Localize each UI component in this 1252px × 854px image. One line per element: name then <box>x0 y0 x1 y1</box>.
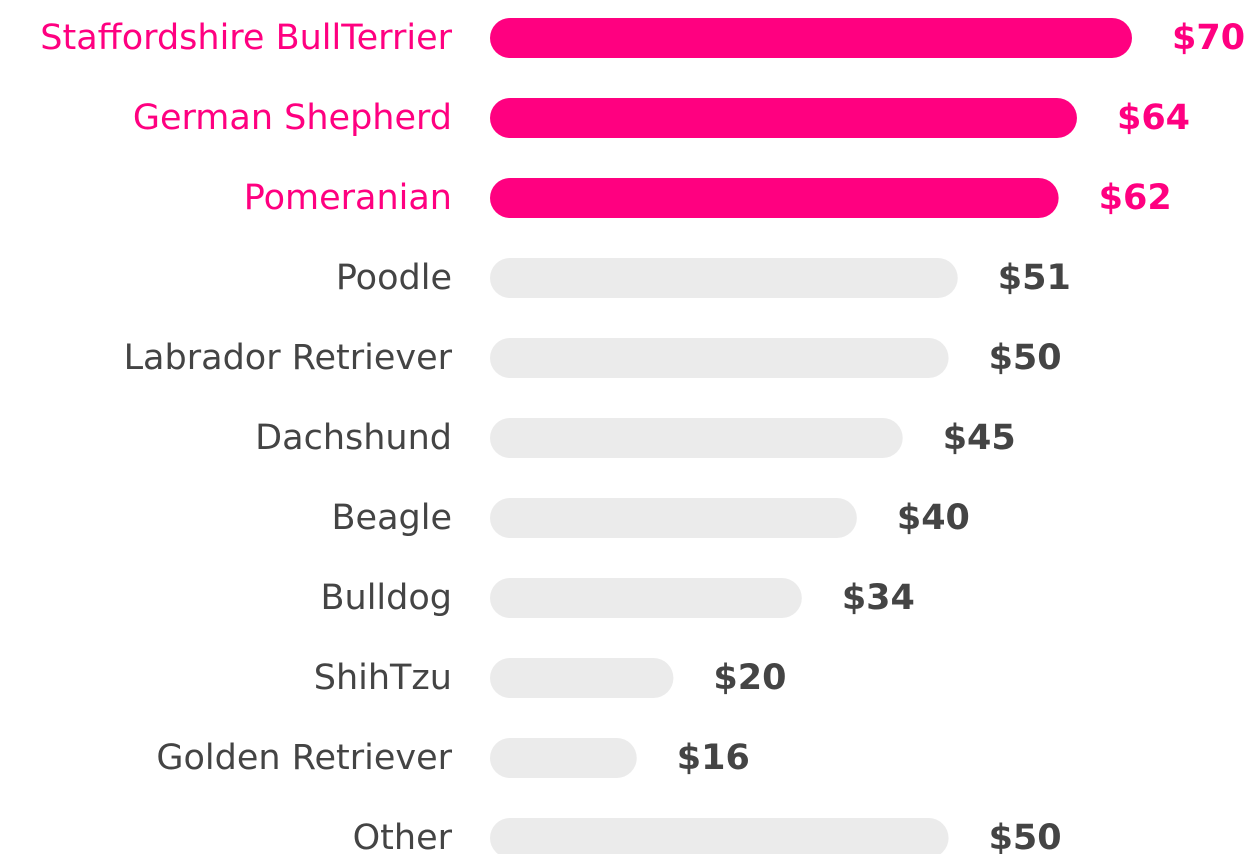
category-label: ShihTzu <box>314 658 452 698</box>
value-label: $40 <box>897 498 970 538</box>
bar <box>490 578 802 618</box>
category-label: Staffordshire BullTerrier <box>40 18 452 58</box>
category-label: German Shepherd <box>133 98 452 138</box>
bar <box>490 418 903 458</box>
category-label: Poodle <box>336 258 452 298</box>
bar <box>490 258 958 298</box>
value-label: $50 <box>989 818 1062 854</box>
value-label: $62 <box>1099 178 1172 218</box>
value-label: $34 <box>842 578 915 618</box>
category-label: Labrador Retriever <box>124 338 453 378</box>
category-label: Other <box>353 818 453 854</box>
bar <box>490 98 1077 138</box>
value-label: $45 <box>943 418 1016 458</box>
bar <box>490 658 674 698</box>
bar <box>490 18 1132 58</box>
value-label: $16 <box>677 738 750 778</box>
bar <box>490 178 1059 218</box>
category-label: Bulldog <box>321 578 453 618</box>
value-label: $70 <box>1172 18 1245 58</box>
category-label: Golden Retriever <box>156 738 452 778</box>
value-label: $50 <box>989 338 1062 378</box>
value-label: $20 <box>713 658 786 698</box>
bar <box>490 498 857 538</box>
category-label: Pomeranian <box>244 178 452 218</box>
category-label: Beagle <box>332 498 452 538</box>
bar <box>490 738 637 778</box>
bar <box>490 818 949 854</box>
value-label: $51 <box>998 258 1071 298</box>
bar <box>490 338 949 378</box>
value-label: $64 <box>1117 98 1190 138</box>
category-label: Dachshund <box>255 418 452 458</box>
